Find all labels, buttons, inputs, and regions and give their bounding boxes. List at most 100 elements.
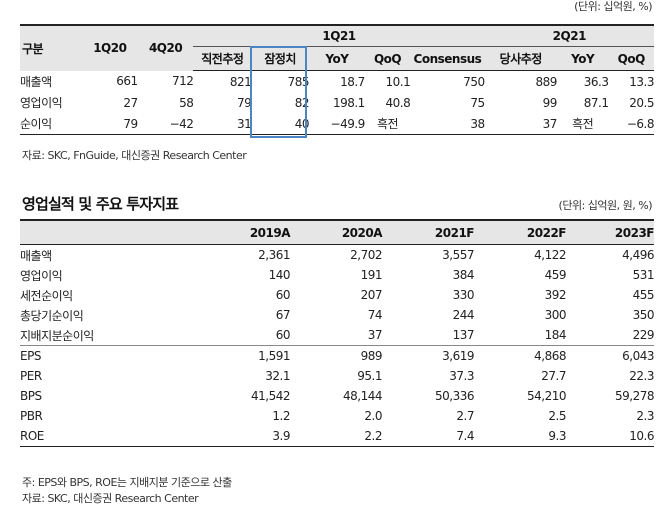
cell: 10.1 (385, 74, 411, 89)
cell: 2,702 (350, 248, 382, 262)
header-consensus: Consensus (410, 46, 485, 71)
cell: 785 (287, 74, 310, 89)
table-row: PBR 1.2 2.0 2.7 2.5 2.3 (20, 406, 655, 426)
cell: 184 (544, 328, 567, 342)
table-row: ROE 3.9 2.2 7.4 9.3 10.6 (20, 426, 655, 447)
row-label: 매출액 (20, 74, 52, 89)
cell: 300 (544, 308, 567, 322)
row-label: 순이익 (20, 113, 82, 135)
cell: 흑전 (364, 113, 411, 135)
cell: 2,361 (258, 248, 290, 262)
cell: 2.5 (548, 409, 566, 423)
cell: 4,496 (622, 248, 654, 262)
row-label: 영업이익 (20, 96, 63, 110)
cell: 48,144 (343, 389, 383, 403)
cell: −42 (137, 113, 194, 135)
table-row: 매출액 2,361 2,702 3,557 4,122 4,496 (20, 245, 655, 266)
cell: 889 (535, 74, 557, 89)
cell: 41,542 (251, 389, 291, 403)
cell: 36.3 (583, 74, 609, 89)
header-label: 구분 (20, 24, 82, 71)
header-year: 2019A (150, 219, 291, 245)
cell: 455 (632, 288, 655, 302)
table-row: 영업이익 27 58 79 82 198.1 40.8 75 99 87.1 2… (20, 92, 654, 113)
cell: 3,557 (442, 248, 474, 262)
cell: 흑전 (556, 113, 609, 135)
cell: 989 (290, 345, 383, 366)
cell: 350 (632, 308, 655, 322)
header-yoy2: YoY (556, 46, 609, 71)
header-year: 2022F (474, 219, 567, 245)
cell: 27 (123, 95, 138, 110)
cell: 2.2 (290, 426, 383, 447)
row-label: BPS (20, 389, 42, 403)
cell: 40.8 (385, 95, 411, 110)
cell: 2.0 (364, 409, 382, 423)
row-label: PER (20, 369, 42, 383)
cell: 59,278 (615, 389, 655, 403)
header-4q20: 4Q20 (137, 24, 194, 71)
cell: 95.1 (357, 369, 382, 383)
header-group-1q21: 1Q21 (193, 24, 485, 47)
cell: 191 (360, 268, 383, 282)
table2-source: 자료: SKC, 대신증권 Research Center (22, 492, 199, 505)
cell: 50,336 (435, 389, 475, 403)
table-row: BPS 41,542 48,144 50,336 54,210 59,278 (20, 386, 655, 406)
row-label: PBR (20, 409, 43, 423)
header-blank (20, 219, 150, 245)
cell: 20.5 (629, 95, 654, 110)
row-label: 영업이익 (20, 268, 63, 283)
cell: 1,591 (150, 345, 291, 366)
header-1q20: 1Q20 (81, 24, 138, 71)
cell: 38 (410, 113, 485, 135)
cell: 207 (360, 288, 383, 302)
cell: −49.9 (309, 113, 365, 135)
cell: 3,619 (382, 345, 475, 366)
header-prev-est: 직전추정 (193, 46, 252, 71)
cell: −6.8 (608, 113, 654, 135)
cell: 22.3 (629, 369, 654, 383)
cell: 384 (452, 268, 475, 282)
cell: 99 (542, 95, 558, 110)
cell: 229 (632, 328, 655, 342)
table1-source: 자료: SKC, FnGuide, 대신증권 Research Center (22, 149, 247, 162)
cell: 137 (452, 328, 475, 342)
header-cur-est: 당사추정 (484, 46, 557, 71)
table-row: 지배지분순이익 60 37 137 184 229 (20, 325, 655, 346)
header-qoq: QoQ (364, 46, 411, 71)
header-year: 2020A (290, 219, 383, 245)
cell: 60 (275, 328, 291, 342)
cell: 87.1 (583, 95, 609, 110)
cell: 7.4 (382, 426, 475, 447)
header-year: 2023F (566, 219, 655, 245)
cell: 13.3 (629, 74, 654, 89)
cell: 244 (452, 308, 475, 322)
row-label: EPS (20, 345, 150, 366)
cell: 2.3 (636, 409, 654, 423)
table-row: 총당기순이익 67 74 244 300 350 (20, 305, 655, 325)
row-label: 세전순이익 (20, 288, 73, 303)
cell: 37.3 (449, 369, 474, 383)
cell: 750 (463, 74, 485, 89)
cell: 74 (367, 308, 383, 322)
cell: 32.1 (265, 369, 290, 383)
table2-title: 영업실적 및 주요 투자지표 (22, 195, 179, 213)
cell: 140 (268, 268, 291, 282)
table-row: EPS 1,591 989 3,619 4,868 6,043 (20, 345, 655, 366)
cell: 459 (544, 268, 567, 282)
header-prelim: 잠정치 (251, 46, 310, 71)
cell: 1.2 (272, 409, 290, 423)
cell: 79 (81, 113, 138, 135)
cell: 79 (236, 95, 252, 110)
cell: 392 (544, 288, 567, 302)
cell: 661 (116, 74, 138, 89)
prelim-highlight-box (250, 46, 307, 138)
cell: 75 (470, 95, 485, 110)
cell: 9.3 (474, 426, 567, 447)
table-row: 매출액 661 712 821 785 18.7 10.1 750 889 36… (20, 71, 654, 93)
cell: 330 (452, 288, 475, 302)
cell: 10.6 (566, 426, 655, 447)
cell: 60 (275, 288, 291, 302)
cell: 821 (229, 74, 252, 89)
cell: 531 (632, 268, 655, 282)
